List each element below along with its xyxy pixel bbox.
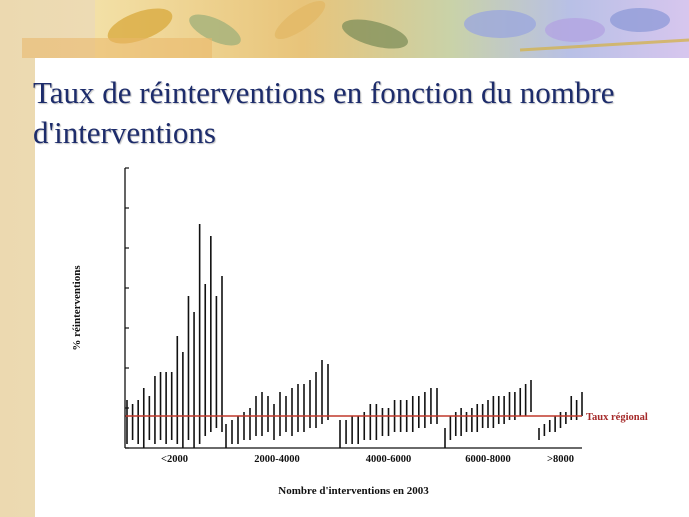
bar-group: [339, 388, 438, 448]
leaf-decoration: [107, 0, 689, 52]
bar-group: [444, 380, 532, 448]
x-tick-label: 4000-6000: [366, 454, 412, 465]
slide-title: Taux de réinterventions en fonction du n…: [33, 75, 615, 150]
bar-group: [225, 360, 329, 448]
regional-rate-label: Taux régional: [586, 412, 648, 423]
x-axis-title: Nombre d'interventions en 2003: [278, 485, 429, 497]
x-tick-label: <2000: [161, 454, 188, 465]
bars-layer: [126, 224, 583, 448]
y-axis-title: % réinterventions: [71, 265, 83, 351]
x-tick-label: 2000-4000: [254, 454, 300, 465]
bar-group: [126, 224, 223, 448]
y-ticks: [125, 167, 129, 449]
x-tick-labels: <2000 2000-4000 4000-6000 6000-8000 >8000: [161, 454, 574, 465]
x-tick-label: 6000-8000: [465, 454, 511, 465]
x-tick-label: >8000: [547, 454, 574, 465]
